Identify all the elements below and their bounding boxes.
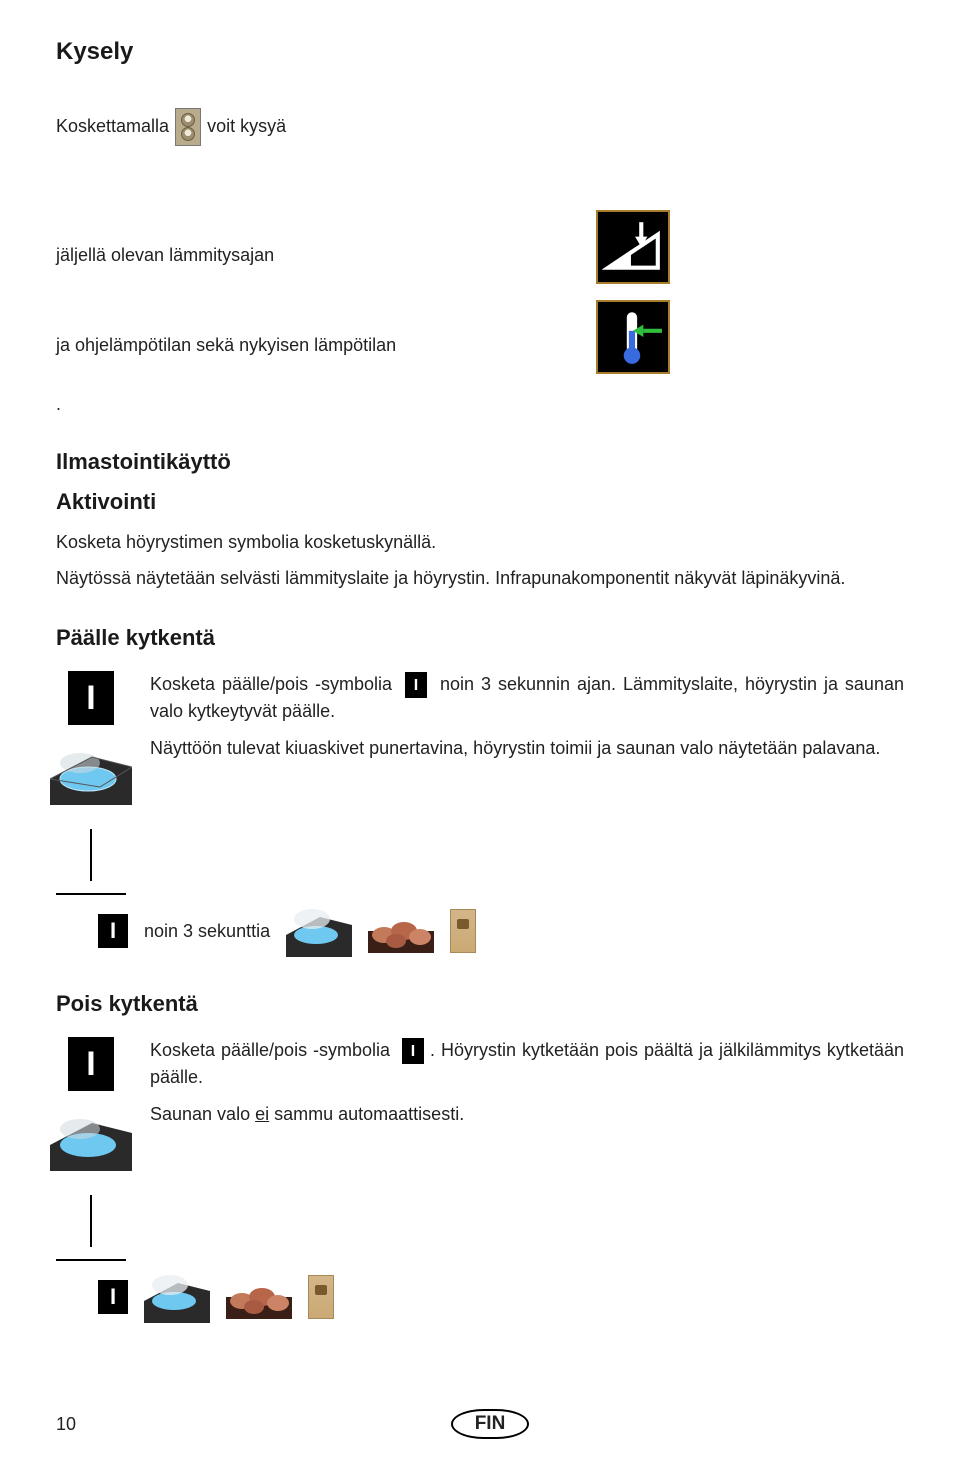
row-3s: I noin 3 sekunttia <box>98 905 904 957</box>
power-icon-off: I <box>68 1037 114 1091</box>
text-3s: noin 3 sekunttia <box>144 921 270 942</box>
leftcol-on: I <box>56 671 126 895</box>
para-on-1: Kosketa päälle/pois -symbolia I noin 3 s… <box>150 671 904 724</box>
heading-kysely: Kysely <box>56 38 904 66</box>
para-touch-steam: Kosketa höyrystimen symbolia kosketuskyn… <box>56 529 904 555</box>
t-off2u: ei <box>255 1104 269 1124</box>
lang-badge: FIN <box>451 1409 530 1439</box>
para-on-2: Näyttöön tulevat kiuaskivet punertavina,… <box>150 735 904 761</box>
thermometer-icon <box>596 300 670 374</box>
heater-blue-image-2 <box>50 1109 132 1171</box>
text-off-pre: Kosketa päälle/pois -symbolia <box>150 1040 390 1060</box>
t-off2b: sammu automaattisesti. <box>274 1104 464 1124</box>
sauna-light-image-2 <box>308 1275 334 1319</box>
speaker-icon <box>175 108 201 146</box>
heater-blue-image <box>50 743 132 805</box>
heading-ilmastointi: Ilmastointikäyttö <box>56 449 904 475</box>
heater-steam-image <box>286 905 352 957</box>
text-post: voit kysyä <box>207 114 286 139</box>
text-remaining: jäljellä olevan lämmitysajan <box>56 243 274 268</box>
para-display-clear: Näytössä näytetään selvästi lämmityslait… <box>56 565 904 591</box>
t-off2a: Saunan valo <box>150 1104 255 1124</box>
row-off-icons: I <box>98 1271 904 1323</box>
stones-image <box>368 909 434 953</box>
text-temps: ja ohjelämpötilan sekä nykyisen lämpötil… <box>56 333 396 358</box>
power-icon-inline: I <box>405 672 427 698</box>
heater-steam-image-2 <box>144 1271 210 1323</box>
rightcol-on: Kosketa päälle/pois -symbolia I noin 3 s… <box>150 671 904 840</box>
power-icon-small: I <box>98 914 128 948</box>
power-icon: I <box>68 671 114 725</box>
page-footer: 10 FIN <box>56 1409 904 1439</box>
text-on-pre: Kosketa päälle/pois -symbolia <box>150 674 392 694</box>
line-remaining-time: jäljellä olevan lämmitysajan <box>56 216 904 296</box>
sauna-light-image <box>450 909 476 953</box>
heading-pois: Pois kytkentä <box>56 991 904 1017</box>
power-icon-inline-2: I <box>402 1038 424 1064</box>
rightcol-off: Kosketa päälle/pois -symbolia I. Höyryst… <box>150 1037 904 1136</box>
text-period: . <box>56 394 904 415</box>
leftcol-off: I <box>56 1037 126 1261</box>
text-pre: Koskettamalla <box>56 114 169 139</box>
block-on: I Kosketa päälle/pois -symbolia I noin 3… <box>56 671 904 895</box>
page-number: 10 <box>56 1414 76 1435</box>
heading-paalle: Päälle kytkentä <box>56 625 904 651</box>
para-off-1: Kosketa päälle/pois -symbolia I. Höyryst… <box>150 1037 904 1090</box>
heading-aktivointi: Aktivointi <box>56 489 904 515</box>
line-temperatures: ja ohjelämpötilan sekä nykyisen lämpötil… <box>56 306 904 386</box>
para-off-2: Saunan valo ei sammu automaattisesti. <box>150 1101 904 1127</box>
power-icon-small-2: I <box>98 1280 128 1314</box>
block-off: I Kosketa päälle/pois -symbolia I. Höyry… <box>56 1037 904 1261</box>
stones-image-2 <box>226 1275 292 1319</box>
document-page: Kysely Koskettamalla voit kysyä jäljellä… <box>0 0 960 1467</box>
line-touch-ask: Koskettamalla voit kysyä <box>56 108 904 146</box>
level-icon <box>596 210 670 284</box>
